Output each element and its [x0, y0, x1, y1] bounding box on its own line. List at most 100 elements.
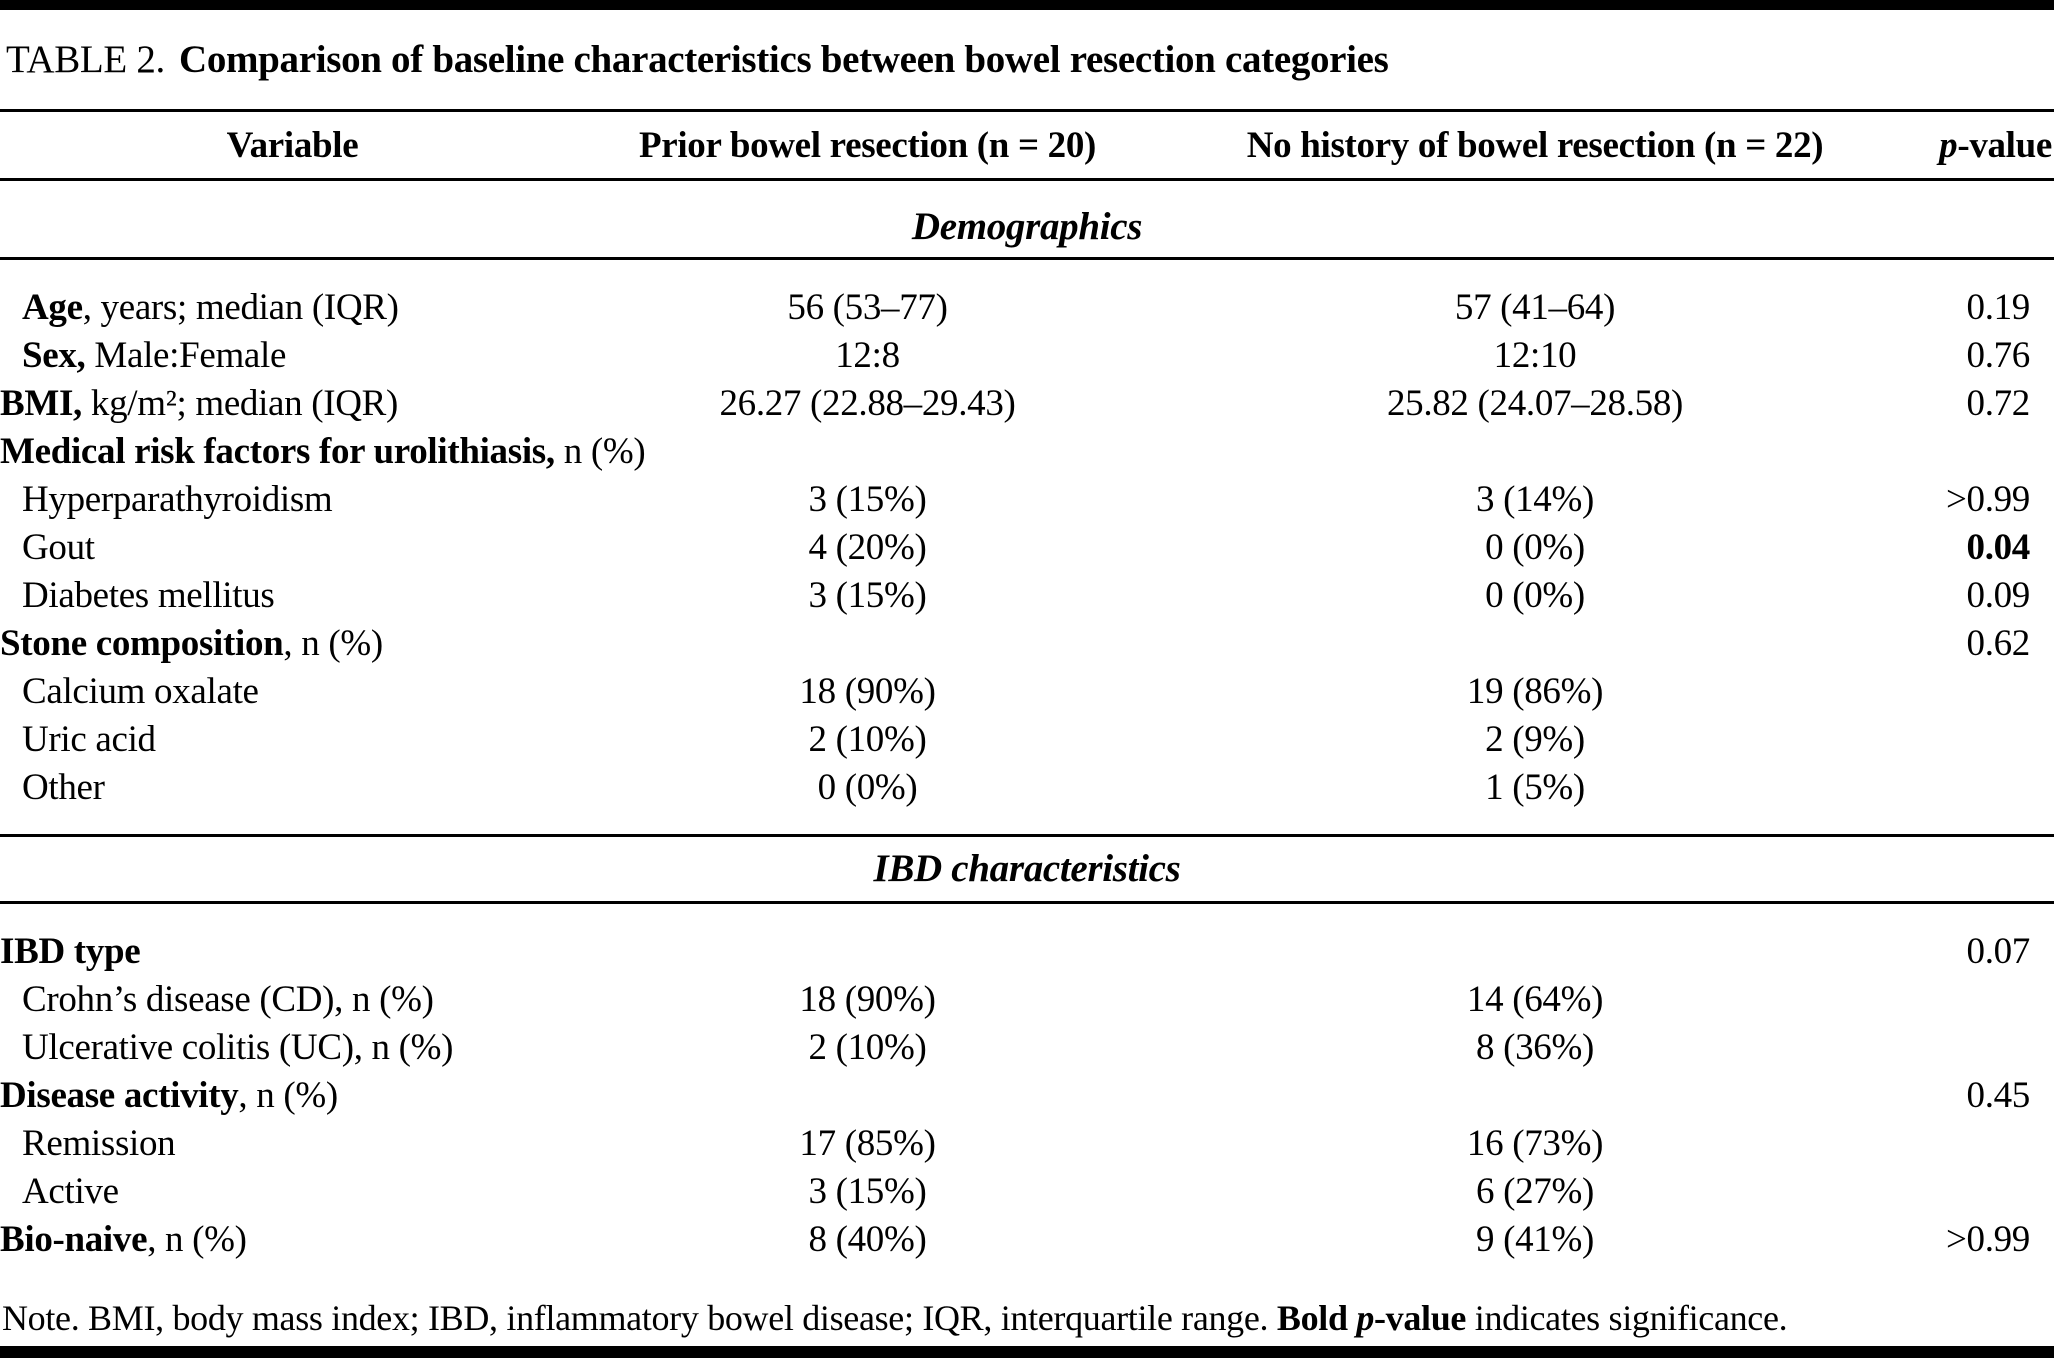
- variable-cell: Ulcerative colitis (UC), n (%): [22, 1027, 454, 1068]
- group1-value-cell: 3 (15%): [808, 1171, 927, 1212]
- section-heading-row: IBD characteristics: [0, 834, 2054, 904]
- section-heading-row: Demographics: [0, 179, 2054, 260]
- group1-value-cell: 2 (10%): [808, 1027, 927, 1068]
- p-value-cell: [1920, 1168, 2054, 1216]
- table-row: Calcium oxalate 18 (90%) 19 (86%): [0, 668, 2054, 716]
- group2-value-cell: 8 (36%): [1476, 1027, 1594, 1068]
- variable-cell: Hyperparathyroidism: [22, 479, 333, 520]
- variable-cell: Uric acid: [22, 719, 156, 760]
- variable-cell: Disease activity, n (%): [0, 1075, 338, 1116]
- group1-value-cell: 8 (40%): [808, 1219, 927, 1260]
- group1-value-cell: 2 (10%): [808, 719, 927, 760]
- col-header-group1: Prior bowel resection (n = 20): [585, 112, 1150, 181]
- group1-value-cell: 3 (15%): [808, 575, 927, 616]
- variable-cell: Stone composition, n (%): [0, 623, 383, 664]
- top-rule-bar: [0, 0, 2054, 10]
- footnote-bold-text: -value: [1374, 1298, 1467, 1338]
- table-row: Medical risk factors for urolithiasis, n…: [0, 428, 2054, 476]
- group1-value-cell: 18 (90%): [799, 979, 936, 1020]
- p-value-cell: [1920, 668, 2054, 716]
- table-caption: TABLE 2. Comparison of baseline character…: [0, 10, 2054, 112]
- table-row: Sex, Male:Female 12:8 12:10 0.76: [0, 332, 2054, 380]
- p-value-cell: 0.76: [1966, 335, 2031, 376]
- table-number-label: TABLE 2.: [6, 38, 165, 81]
- variable-cell: Medical risk factors for urolithiasis, n…: [0, 431, 646, 472]
- variable-cell: Active: [22, 1171, 119, 1212]
- col-header-group2: No history of bowel resection (n = 22): [1150, 112, 1920, 181]
- table-row: BMI, kg/m²; median (IQR) 26.27 (22.88–29…: [0, 380, 2054, 428]
- group1-value-cell: [585, 903, 1150, 977]
- header-row: Variable Prior bowel resection (n = 20) …: [0, 112, 2054, 181]
- comparison-table: Variable Prior bowel resection (n = 20) …: [0, 112, 2054, 1264]
- p-value-cell: [1920, 976, 2054, 1024]
- group1-value-cell: 3 (15%): [808, 479, 927, 520]
- group2-value-cell: [1150, 428, 1920, 476]
- section-heading: Demographics: [0, 179, 2054, 260]
- variable-cell: Calcium oxalate: [22, 671, 259, 712]
- group2-value-cell: 6 (27%): [1476, 1171, 1594, 1212]
- variable-cell: Other: [22, 767, 105, 808]
- p-value-cell: [1920, 764, 2054, 836]
- group1-value-cell: [585, 1072, 1150, 1120]
- p-value-cell: 0.09: [1966, 575, 2031, 616]
- group2-value-cell: 0 (0%): [1485, 527, 1585, 568]
- group1-value-cell: 0 (0%): [817, 767, 918, 808]
- variable-cell: IBD type: [0, 931, 141, 972]
- table-row: Remission 17 (85%) 16 (73%): [0, 1120, 2054, 1168]
- group2-value-cell: 14 (64%): [1466, 979, 1604, 1020]
- variable-cell: Gout: [22, 527, 95, 568]
- variable-cell: BMI, kg/m²; median (IQR): [0, 383, 399, 424]
- table-row: Other 0 (0%) 1 (5%): [0, 764, 2054, 836]
- group2-value-cell: [1150, 620, 1920, 668]
- table-row: Bio-naive, n (%) 8 (40%) 9 (41%) >0.99: [0, 1216, 2054, 1264]
- variable-cell: Age, years; median (IQR): [22, 287, 399, 328]
- group2-value-cell: 19 (86%): [1466, 671, 1604, 712]
- section-demographics: Demographics Age, years; median (IQR) 56…: [0, 179, 2054, 836]
- table-row: Disease activity, n (%) 0.45: [0, 1072, 2054, 1120]
- table-row: Crohn’s disease (CD), n (%) 18 (90%) 14 …: [0, 976, 2054, 1024]
- p-value-cell: >0.99: [1945, 479, 2030, 520]
- footnote-text: Note. BMI, body mass index; IBD, inflamm…: [2, 1298, 1277, 1338]
- section-heading: IBD characteristics: [0, 834, 2054, 904]
- group2-value-cell: 0 (0%): [1485, 575, 1585, 616]
- group2-value-cell: 3 (14%): [1476, 479, 1594, 520]
- group2-value-cell: 16 (73%): [1466, 1123, 1604, 1164]
- group1-value-cell: 18 (90%): [799, 671, 936, 712]
- table-row: Uric acid 2 (10%) 2 (9%): [0, 716, 2054, 764]
- p-value-cell: [1920, 428, 2054, 476]
- p-value-cell: 0.07: [1966, 931, 2031, 972]
- variable-cell: Bio-naive, n (%): [0, 1219, 247, 1260]
- group1-value-cell: 26.27 (22.88–29.43): [719, 383, 1016, 424]
- group2-value-cell: 12:10: [1493, 335, 1577, 376]
- variable-cell: Diabetes mellitus: [22, 575, 275, 616]
- p-value-cell: 0.62: [1966, 623, 2031, 664]
- p-value-cell: [1920, 716, 2054, 764]
- group1-value-cell: 12:8: [835, 335, 900, 376]
- table-row: Active 3 (15%) 6 (27%): [0, 1168, 2054, 1216]
- group2-value-cell: 2 (9%): [1485, 719, 1585, 760]
- group1-value-cell: 56 (53–77): [787, 287, 948, 328]
- group2-value-cell: 1 (5%): [1485, 767, 1585, 808]
- group1-value-cell: [585, 428, 1150, 476]
- variable-cell: Sex, Male:Female: [22, 335, 287, 376]
- group2-value-cell: 57 (41–64): [1454, 287, 1616, 328]
- p-value-cell: [1920, 1120, 2054, 1168]
- variable-cell: Remission: [22, 1123, 176, 1164]
- group2-value-cell: 25.82 (24.07–28.58): [1386, 383, 1684, 424]
- col-header-pvalue: p-value: [1920, 112, 2054, 181]
- table-row: Diabetes mellitus 3 (15%) 0 (0%) 0.09: [0, 572, 2054, 620]
- table-row: Stone composition, n (%) 0.62: [0, 620, 2054, 668]
- group2-value-cell: 9 (41%): [1476, 1219, 1594, 1260]
- table-row: Age, years; median (IQR) 56 (53–77) 57 (…: [0, 259, 2054, 333]
- footnote-bold-text: Bold: [1276, 1298, 1357, 1338]
- p-value-cell: [1920, 1024, 2054, 1072]
- bottom-rule-bar: [0, 1346, 2054, 1358]
- p-value-cell: >0.99: [1945, 1219, 2030, 1260]
- table-row: Ulcerative colitis (UC), n (%) 2 (10%) 8…: [0, 1024, 2054, 1072]
- section-ibd-characteristics: IBD characteristics IBD type 0.07 Crohn’…: [0, 834, 2054, 1265]
- p-value-cell: 0.04: [1966, 527, 2031, 568]
- p-value-cell: 0.72: [1966, 383, 2031, 424]
- group1-value-cell: 4 (20%): [808, 527, 927, 568]
- group1-value-cell: 17 (85%): [799, 1123, 936, 1164]
